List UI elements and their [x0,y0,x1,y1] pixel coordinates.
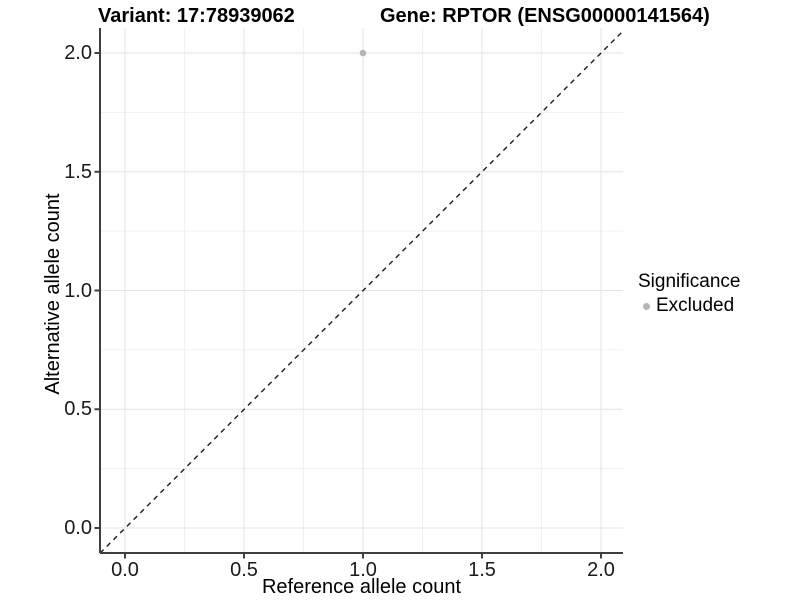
x-tick-label: 1.5 [468,559,496,581]
y-tick-label: 2.0 [64,42,92,64]
plot-title-gene: Gene: RPTOR (ENSG00000141564) [380,5,710,27]
legend-entry-label: Excluded [656,295,735,316]
legend-entries: Excluded [638,295,740,317]
y-tick-label: 0.5 [64,398,92,421]
x-tick-label: 0.0 [111,559,139,581]
legend-entry: Excluded [638,295,740,317]
identity-reference-line [100,30,623,553]
y-tick-label: 1.5 [64,160,92,183]
y-tick-label: 0.0 [64,517,92,539]
legend: Significance Excluded [638,271,740,317]
x-tick-label: 0.5 [230,559,258,581]
plot-title-variant: Variant: 17:78939062 [98,5,295,27]
data-point [359,49,367,57]
x-tick-label: 1.0 [349,559,377,581]
x-tick-label: 2.0 [587,559,615,581]
legend-key-dot-icon [643,303,650,310]
y-tick-label: 1.0 [64,279,92,302]
x-axis-title: Reference allele count [261,576,461,598]
legend-title: Significance [638,271,741,292]
